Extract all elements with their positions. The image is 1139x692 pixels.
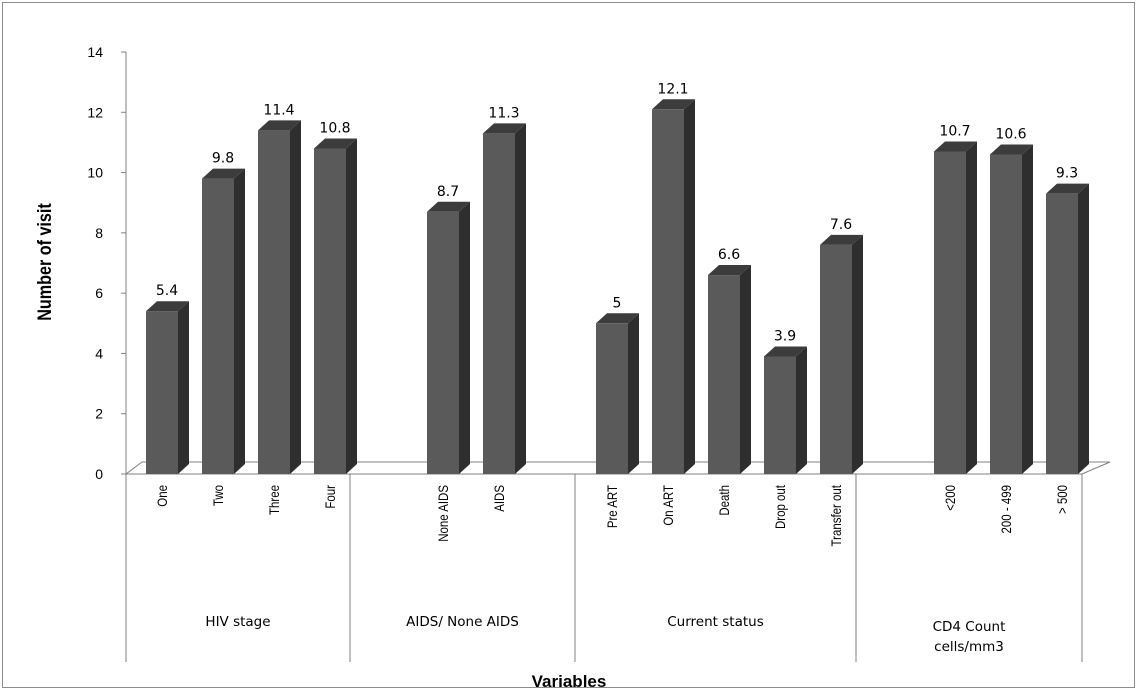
bar xyxy=(146,311,178,474)
bar-top xyxy=(820,234,863,245)
bar xyxy=(258,130,290,474)
bar-top xyxy=(483,123,526,134)
bar-top xyxy=(427,201,470,212)
bar xyxy=(990,154,1022,474)
bar xyxy=(314,148,346,474)
category-label: Drop out xyxy=(772,485,788,529)
category-label: One xyxy=(154,485,170,507)
group-label: HIV stage xyxy=(205,614,270,630)
data-label: 3.9 xyxy=(774,328,796,344)
bar-top xyxy=(202,168,245,179)
bar xyxy=(934,151,966,474)
labels: 0 2 4 6 8 10 12 14 Number of visit Variables 5.4 On… xyxy=(34,44,1078,691)
data-label: 8.7 xyxy=(437,184,459,200)
bar-side xyxy=(628,313,639,474)
bar xyxy=(1046,193,1078,474)
category-label: AIDS xyxy=(491,485,507,512)
y-tick-label: 4 xyxy=(95,345,103,361)
category-label: None AIDS xyxy=(435,485,451,542)
group-label: AIDS/ None AIDS xyxy=(406,614,519,630)
bar-side xyxy=(966,141,977,474)
data-label: 10.8 xyxy=(319,120,350,136)
group-label: cells/mm3 xyxy=(934,639,1004,655)
bar xyxy=(202,178,234,474)
bar-side xyxy=(796,346,807,474)
bar xyxy=(427,211,459,474)
bar-top xyxy=(708,265,751,276)
category-label: > 500 xyxy=(1054,485,1070,514)
category-label: Two xyxy=(210,485,226,506)
group-label: CD4 Count xyxy=(933,619,1006,635)
bar-side xyxy=(740,265,751,474)
bar-top xyxy=(146,301,189,312)
category-label: Transfer out xyxy=(828,485,844,547)
bar-top xyxy=(764,346,807,357)
category-label: 200 - 499 xyxy=(998,485,1014,533)
bar-top xyxy=(258,120,301,131)
bar-side xyxy=(684,99,695,475)
data-label: 5 xyxy=(613,295,622,311)
category-label: Three xyxy=(266,485,282,515)
x-axis-title: Variables xyxy=(532,672,607,691)
category-label: Four xyxy=(322,484,338,508)
data-label: 5.4 xyxy=(156,283,178,299)
y-tick-label: 2 xyxy=(95,406,103,422)
y-tick-label: 12 xyxy=(87,104,103,120)
data-label: 12.1 xyxy=(657,81,688,97)
bar-top xyxy=(990,144,1033,155)
category-label: <200 xyxy=(942,485,958,511)
bar xyxy=(596,323,628,474)
bar-side xyxy=(459,201,470,474)
data-label: 9.8 xyxy=(212,151,234,167)
y-tick-label: 0 xyxy=(95,466,103,482)
category-label: On ART xyxy=(660,485,676,526)
group-label: Current status xyxy=(667,614,763,630)
y-tick-label: 14 xyxy=(87,44,103,60)
bar-side xyxy=(178,301,189,474)
data-label: 11.4 xyxy=(263,102,294,118)
category-label: Pre ART xyxy=(604,485,620,528)
bars xyxy=(146,99,1089,475)
y-tick-label: 6 xyxy=(95,285,103,301)
data-label: 10.7 xyxy=(939,123,970,139)
bar-side xyxy=(852,234,863,474)
bar xyxy=(764,356,796,474)
bar-top xyxy=(1046,183,1089,194)
y-axis-title: Number of visit xyxy=(34,203,56,321)
y-tick-label: 8 xyxy=(95,225,103,241)
bar-side xyxy=(1078,183,1089,474)
y-tick-label: 10 xyxy=(87,165,103,181)
bar-side xyxy=(290,120,301,474)
data-label: 9.3 xyxy=(1056,166,1078,182)
bar-top xyxy=(934,141,977,152)
bar-top xyxy=(314,138,357,149)
bar xyxy=(708,275,740,474)
category-label: Death xyxy=(716,485,732,516)
bar-side xyxy=(234,168,245,474)
data-label: 6.6 xyxy=(718,247,740,263)
bar-top xyxy=(596,313,639,324)
bar xyxy=(820,244,852,474)
bar-side xyxy=(515,123,526,474)
data-label: 11.3 xyxy=(488,105,519,121)
bar-side xyxy=(346,138,357,474)
bar xyxy=(652,109,684,475)
data-label: 7.6 xyxy=(830,217,852,233)
bar-side xyxy=(1022,144,1033,474)
bar xyxy=(483,133,515,474)
bar-top xyxy=(652,99,695,110)
data-label: 10.6 xyxy=(995,126,1026,142)
